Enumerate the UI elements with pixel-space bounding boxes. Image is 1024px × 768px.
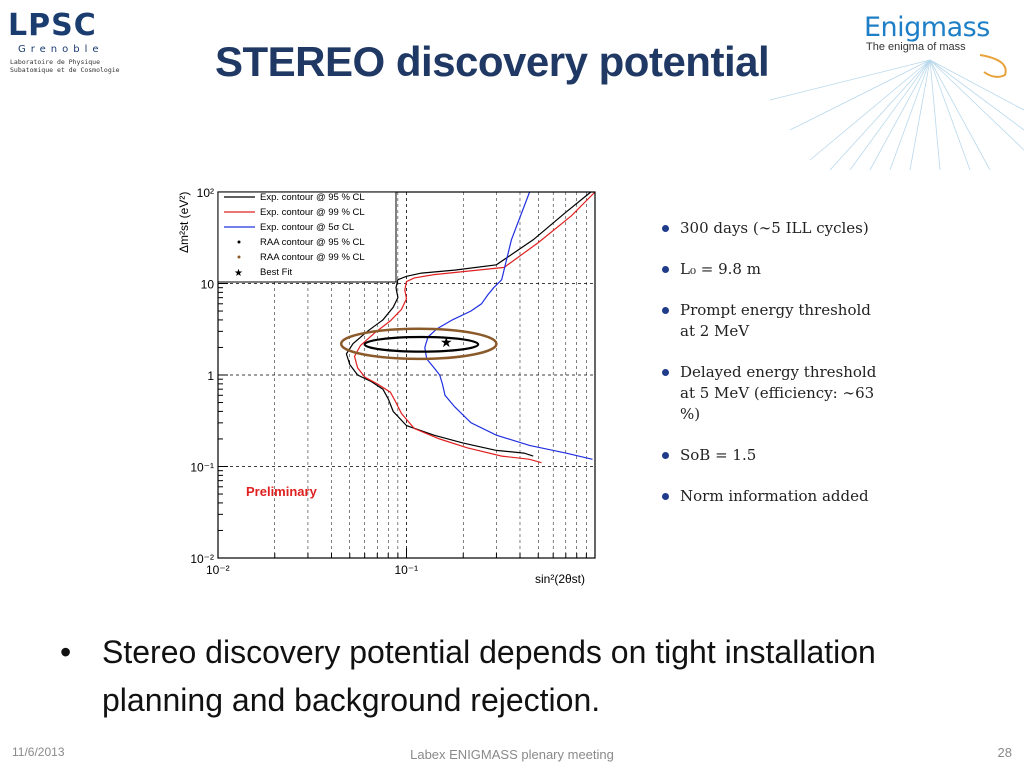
chart-y-tick-label: 10 <box>201 278 215 292</box>
chart-x-axis-label: sin²(2θst) <box>535 572 585 586</box>
side-bullet-item: Prompt energy threshold at 2 MeV <box>660 300 890 342</box>
bullet-dot-icon <box>662 225 669 232</box>
side-bullet-item: SoB = 1.5 <box>660 445 890 466</box>
lpsc-logo-city: Grenoble <box>18 44 104 55</box>
chart-legend-entry: Exp. contour @ 5σ CL <box>260 222 354 233</box>
chart-series-line <box>345 191 592 457</box>
chart-tick-labels: 10⁻² 10⁻¹ 10⁻² 10⁻¹ 1 10 10² <box>190 186 418 577</box>
chart-legend: Exp. contour @ 95 % CL Exp. contour @ 99 … <box>224 192 365 279</box>
lpsc-logo: LPSC Grenoble Laboratoire de Physique Su… <box>8 8 128 78</box>
footer-title: Labex ENIGMASS plenary meeting <box>410 747 614 762</box>
bullet-dot-icon <box>662 369 669 376</box>
side-bullet-text: Delayed energy threshold at 5 MeV (effic… <box>680 363 877 423</box>
enigmass-logo: Enigmass The enigma of mass <box>864 12 990 53</box>
main-bullet-text: Stereo discovery potential depends on ti… <box>102 634 876 718</box>
footer-page-number: 28 <box>997 745 1012 760</box>
enigmass-logo-tagline: The enigma of mass <box>866 41 966 53</box>
bullet-dot-icon <box>662 266 669 273</box>
chart-raa-contour <box>363 335 480 353</box>
chart-x-tick-label: 10⁻¹ <box>395 563 419 577</box>
side-bullet-text: SoB = 1.5 <box>680 446 757 464</box>
side-bullet-item: L₀ = 9.8 m <box>660 259 890 280</box>
chart-legend-entry: RAA contour @ 99 % CL <box>260 252 365 263</box>
side-bullet-text: L₀ = 9.8 m <box>680 260 761 278</box>
bullet-dot-icon <box>662 452 669 459</box>
enigmass-logo-name: Enigmass <box>864 12 990 43</box>
slide-title: STEREO discovery potential <box>215 38 770 85</box>
chart-x-tick-label: 10⁻² <box>206 563 230 577</box>
chart-legend-box <box>217 191 397 283</box>
side-bullet-text: Norm information added <box>680 487 869 505</box>
chart-y-axis-label: Δm²st (eV²) <box>177 192 191 253</box>
side-bullet-item: 300 days (∼5 ILL cycles) <box>660 218 890 239</box>
side-bullet-text: 300 days (∼5 ILL cycles) <box>680 219 869 237</box>
chart-series <box>345 191 596 464</box>
chart-y-tick-label: 10⁻¹ <box>190 461 214 475</box>
chart-legend-swatch: ★ <box>234 268 243 279</box>
chart-series-line <box>424 191 593 460</box>
lpsc-logo-line1: Laboratoire de Physique <box>10 58 101 66</box>
footer-date: 11/6/2013 <box>12 745 65 759</box>
lpsc-logo-line2: Subatomique et de Cosmologie <box>10 66 120 74</box>
lpsc-logo-subtitle: Laboratoire de Physique Subatomique et d… <box>10 58 120 74</box>
side-parameter-list: 300 days (∼5 ILL cycles) L₀ = 9.8 m Prompt… <box>660 218 890 527</box>
side-bullet-item: Norm information added <box>660 486 890 507</box>
lpsc-logo-name: LPSC <box>8 8 97 43</box>
chart-y-tick-label: 10² <box>197 186 214 200</box>
bullet-dot-icon <box>662 307 669 314</box>
chart-legend-swatch <box>237 255 241 259</box>
side-bullet-text: Prompt energy threshold at 2 MeV <box>680 301 871 340</box>
chart-best-fit-marker: ★ <box>440 335 453 351</box>
chart-legend-entry: Exp. contour @ 99 % CL <box>260 207 365 218</box>
chart-series-line <box>353 191 596 464</box>
bullet-dot-icon <box>662 493 669 500</box>
starburst-decoration <box>770 54 1024 170</box>
chart-annotation: Preliminary <box>246 484 318 499</box>
side-bullet-item: Delayed energy threshold at 5 MeV (effic… <box>660 362 890 425</box>
bullet-dot-icon: • <box>60 634 72 670</box>
chart-axes <box>217 191 596 559</box>
chart-raa-contour <box>339 327 498 361</box>
chart-legend-entry: Best Fit <box>260 267 293 278</box>
chart-legend-entry: RAA contour @ 95 % CL <box>260 237 365 248</box>
chart-raa-contours: ★ <box>339 327 498 361</box>
chart-y-tick-label: 1 <box>207 369 214 383</box>
chart-legend-swatch <box>237 240 241 244</box>
chart-y-tick-label: 10⁻² <box>190 552 214 566</box>
chart-legend-entry: Exp. contour @ 95 % CL <box>260 192 365 203</box>
